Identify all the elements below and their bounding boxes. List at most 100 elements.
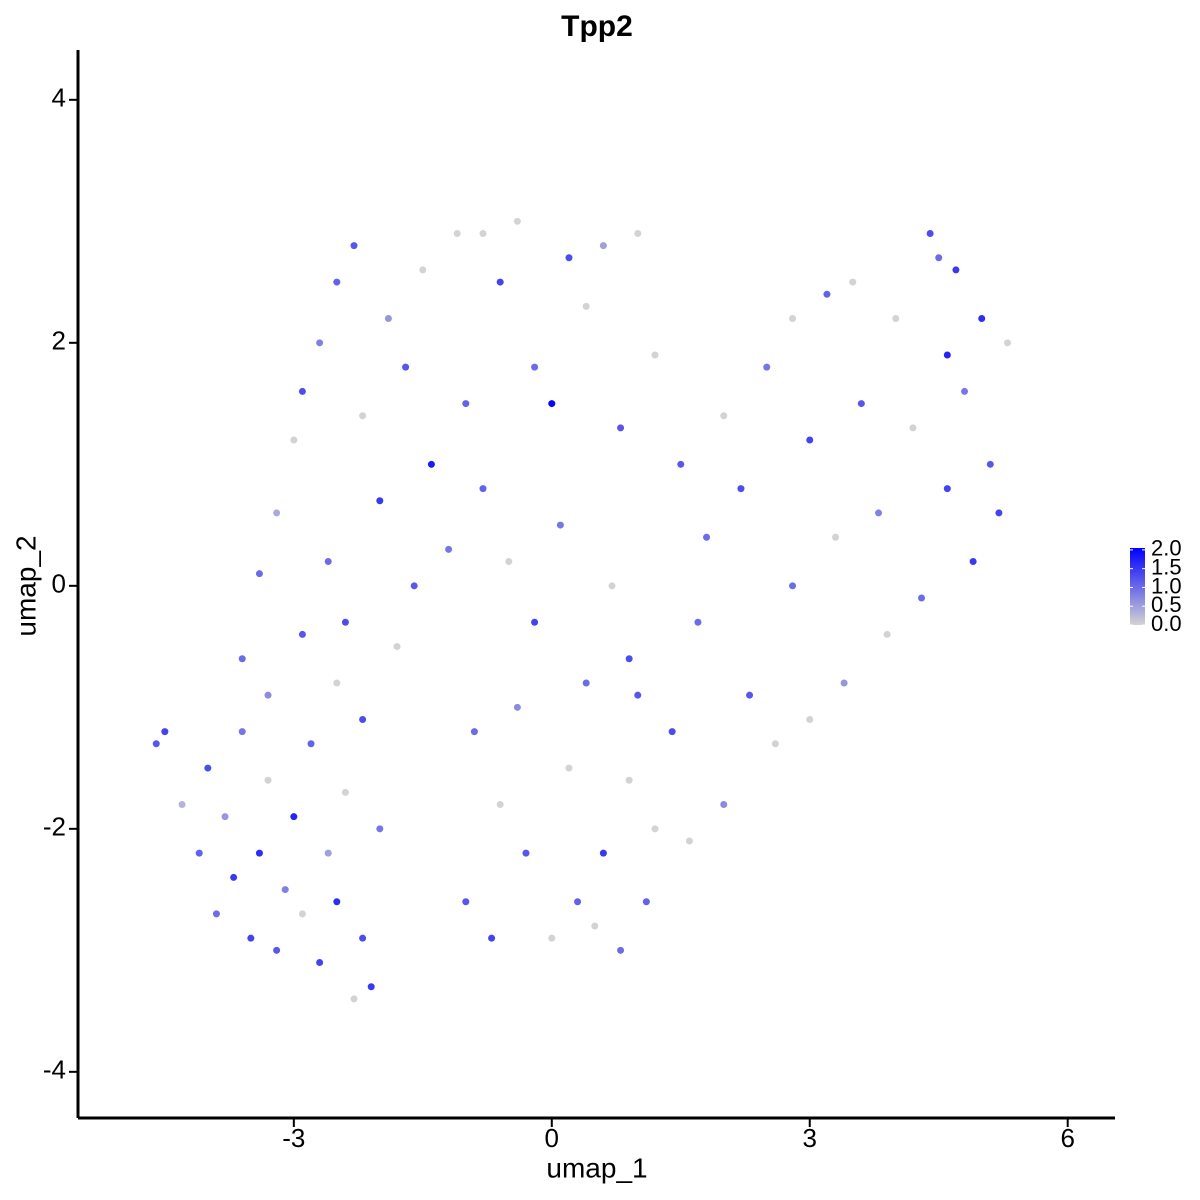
point: [161, 728, 169, 736]
point: [204, 764, 212, 772]
point: [969, 558, 977, 566]
point: [221, 813, 229, 821]
point: [823, 290, 831, 298]
point: [324, 558, 332, 566]
colorbar-label: 1.5: [1151, 554, 1182, 579]
point: [789, 315, 797, 323]
point: [565, 254, 573, 262]
point: [410, 582, 418, 590]
point: [230, 873, 238, 881]
point: [961, 387, 969, 395]
point: [694, 618, 702, 626]
point: [316, 339, 324, 347]
point: [625, 655, 633, 663]
point: [341, 618, 349, 626]
point: [152, 740, 160, 748]
y-axis-label: umap_2: [10, 535, 41, 636]
point: [333, 278, 341, 286]
point: [453, 229, 461, 237]
point: [290, 436, 298, 444]
point: [238, 728, 246, 736]
point: [677, 460, 685, 468]
point: [582, 679, 590, 687]
point: [513, 703, 521, 711]
point: [496, 801, 504, 809]
point: [565, 764, 573, 772]
colorbar-label: 0.5: [1151, 592, 1182, 617]
point: [617, 946, 625, 954]
point: [617, 424, 625, 432]
point: [651, 825, 659, 833]
colorbar-label: 2.0: [1151, 536, 1182, 561]
point: [341, 788, 349, 796]
point: [393, 643, 401, 651]
point: [359, 934, 367, 942]
y-tick-label: 2: [52, 326, 66, 356]
point: [789, 582, 797, 590]
point: [685, 837, 693, 845]
point: [195, 849, 203, 857]
point: [737, 485, 745, 493]
x-tick-label: 6: [1060, 1123, 1074, 1153]
point: [875, 509, 883, 517]
point: [513, 217, 521, 225]
point: [771, 740, 779, 748]
point: [892, 315, 900, 323]
point: [634, 229, 642, 237]
point: [333, 679, 341, 687]
point: [548, 934, 556, 942]
point: [703, 533, 711, 541]
y-tick-label: -4: [43, 1055, 66, 1085]
point: [367, 983, 375, 991]
point: [470, 728, 478, 736]
point: [264, 776, 272, 784]
point: [462, 898, 470, 906]
point: [591, 922, 599, 930]
point: [350, 995, 358, 1003]
point: [505, 558, 513, 566]
point: [255, 570, 263, 578]
point: [273, 946, 281, 954]
point: [883, 630, 891, 638]
point: [978, 315, 986, 323]
point: [926, 229, 934, 237]
point: [298, 910, 306, 918]
point: [298, 630, 306, 638]
point: [986, 460, 994, 468]
point: [806, 436, 814, 444]
point: [935, 254, 943, 262]
point: [849, 278, 857, 286]
point: [462, 400, 470, 408]
point: [806, 715, 814, 723]
point: [582, 302, 590, 310]
point: [178, 801, 186, 809]
point: [522, 849, 530, 857]
point: [909, 424, 917, 432]
point: [488, 934, 496, 942]
point: [359, 412, 367, 420]
point: [479, 485, 487, 493]
colorbar-label: 0.0: [1151, 611, 1182, 636]
point: [943, 485, 951, 493]
point: [281, 886, 289, 894]
point: [599, 849, 607, 857]
point: [255, 849, 263, 857]
point: [479, 229, 487, 237]
point: [1004, 339, 1012, 347]
point: [496, 278, 504, 286]
point: [324, 849, 332, 857]
point: [264, 691, 272, 699]
point: [212, 910, 220, 918]
y-tick-label: -2: [43, 812, 66, 842]
point: [307, 740, 315, 748]
point: [419, 266, 427, 274]
point: [651, 351, 659, 359]
colorbar-label: 1.0: [1151, 573, 1182, 598]
chart-title: Tpp2: [561, 10, 633, 43]
point: [857, 400, 865, 408]
x-tick-label: 3: [803, 1123, 817, 1153]
point: [384, 315, 392, 323]
point: [376, 497, 384, 505]
point: [943, 351, 951, 359]
